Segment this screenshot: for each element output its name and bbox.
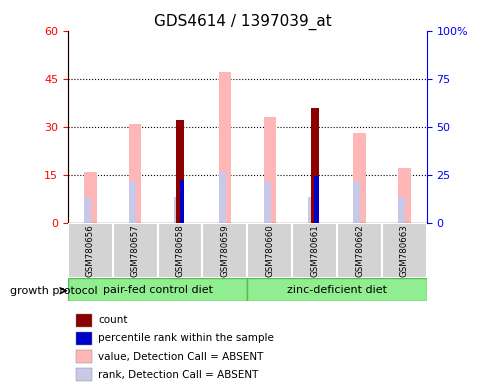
Bar — [291, 223, 336, 278]
Bar — [129, 181, 136, 223]
Bar — [76, 368, 91, 381]
Text: percentile rank within the sample: percentile rank within the sample — [98, 333, 274, 343]
Text: GSM780662: GSM780662 — [354, 224, 363, 277]
Bar — [76, 314, 91, 327]
Bar — [179, 180, 184, 223]
Bar — [336, 223, 381, 278]
Text: growth protocol: growth protocol — [10, 286, 97, 296]
Bar — [76, 332, 91, 345]
Bar — [310, 108, 318, 223]
Bar — [247, 223, 291, 278]
Bar — [112, 223, 157, 278]
Text: GSM780656: GSM780656 — [86, 224, 95, 277]
Bar — [397, 197, 405, 223]
Text: GSM780663: GSM780663 — [399, 224, 408, 277]
Bar — [381, 223, 426, 278]
Bar — [218, 72, 231, 223]
Bar — [263, 181, 270, 223]
Bar — [68, 223, 112, 278]
Text: zinc-deficient diet: zinc-deficient diet — [287, 285, 386, 295]
Bar — [352, 133, 365, 223]
Bar — [308, 197, 315, 223]
Bar — [84, 172, 96, 223]
Bar — [352, 181, 360, 223]
Bar — [173, 197, 181, 223]
Bar — [84, 197, 91, 223]
Text: GSM780659: GSM780659 — [220, 224, 229, 277]
Text: GSM780660: GSM780660 — [265, 224, 274, 277]
Text: count: count — [98, 315, 128, 325]
Bar — [397, 168, 410, 223]
Bar — [176, 120, 184, 223]
Text: GSM780661: GSM780661 — [309, 224, 318, 277]
Bar — [76, 350, 91, 363]
Text: GSM780657: GSM780657 — [130, 224, 139, 277]
Text: rank, Detection Call = ABSENT: rank, Detection Call = ABSENT — [98, 370, 258, 380]
Text: GDS4614 / 1397039_at: GDS4614 / 1397039_at — [153, 13, 331, 30]
Bar — [202, 223, 247, 278]
Bar — [68, 278, 247, 301]
Bar — [247, 278, 426, 301]
Text: pair-fed control diet: pair-fed control diet — [103, 285, 212, 295]
Bar — [218, 172, 226, 223]
Text: value, Detection Call = ABSENT: value, Detection Call = ABSENT — [98, 352, 263, 362]
Bar — [157, 223, 202, 278]
Bar — [263, 117, 275, 223]
Bar — [314, 176, 318, 223]
Text: GSM780658: GSM780658 — [175, 224, 184, 277]
Bar — [129, 124, 141, 223]
